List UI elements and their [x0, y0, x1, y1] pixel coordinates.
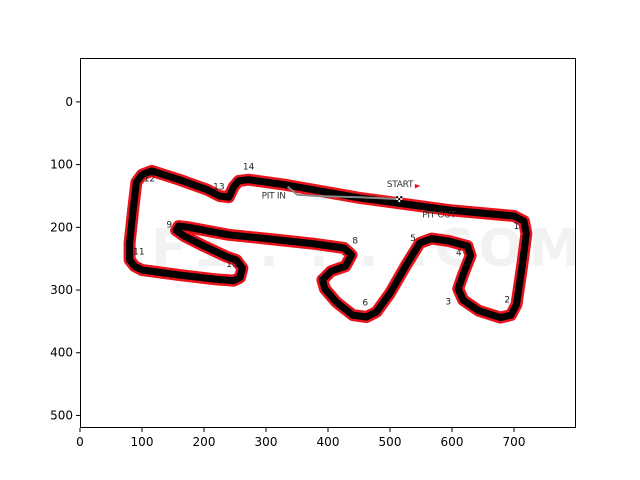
x-tick-label: 200 [193, 435, 216, 449]
turn-label-10: 10 [226, 260, 238, 270]
y-tick-label: 400 [50, 346, 73, 360]
x-tick-label: 500 [379, 435, 402, 449]
turn-label-4: 4 [456, 249, 462, 259]
x-tick-label: 700 [503, 435, 526, 449]
y-tick-label: 300 [50, 283, 73, 297]
turn-label-5: 5 [410, 234, 416, 244]
pit-in-label: PIT IN [262, 191, 286, 201]
x-axis: 0 100 200 300 400 500 600 700 [76, 428, 525, 449]
turn-label-14: 14 [243, 163, 255, 173]
x-tick-label: 0 [76, 435, 84, 449]
flag-cell [398, 196, 401, 199]
pit-lane [287, 185, 400, 201]
y-tick-label: 500 [50, 408, 73, 422]
track-asphalt [126, 167, 530, 322]
y-axis: 0 100 200 300 400 500 [50, 95, 80, 422]
flag-cell [398, 200, 401, 203]
flag-cell [396, 196, 399, 199]
turn-label-12: 12 [144, 175, 155, 185]
turn-label-2: 2 [504, 296, 510, 306]
y-tick-label: 0 [65, 95, 73, 109]
turn-label-3: 3 [445, 297, 451, 307]
start-finish-flag-icon [396, 196, 403, 203]
x-tick-label: 100 [131, 435, 154, 449]
x-tick-label: 300 [255, 435, 278, 449]
flag-cell [396, 200, 399, 203]
turn-label-7: 7 [317, 276, 323, 286]
turn-label-9: 9 [166, 220, 172, 230]
y-tick-label: 100 [50, 158, 73, 172]
x-tick-label: 600 [441, 435, 464, 449]
turn-label-8: 8 [352, 237, 358, 247]
start-direction-arrow-icon [414, 184, 421, 189]
flag-cell [400, 198, 403, 201]
flag-cell [396, 198, 399, 201]
pit-out-label: PIT OUT [422, 210, 456, 220]
start-label: START [387, 180, 414, 190]
axes-border [80, 58, 576, 428]
flag-cell [398, 198, 401, 201]
turn-label-11: 11 [133, 247, 144, 257]
flag-cell [400, 200, 403, 203]
turn-label-1: 1 [514, 222, 520, 232]
turn-label-13: 13 [213, 183, 224, 193]
y-tick-label: 200 [50, 220, 73, 234]
turn-label-6: 6 [362, 299, 368, 309]
x-tick-label: 400 [317, 435, 340, 449]
flag-cell [400, 196, 403, 199]
